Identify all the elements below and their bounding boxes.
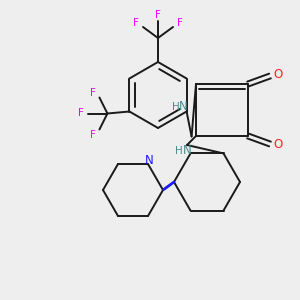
Text: H: H [172, 102, 180, 112]
Text: F: F [79, 109, 84, 118]
Text: N: N [178, 100, 187, 113]
Text: F: F [91, 88, 96, 98]
Text: F: F [177, 18, 183, 28]
Text: F: F [133, 18, 139, 28]
Text: N: N [145, 154, 153, 166]
Text: F: F [91, 130, 96, 140]
Text: N: N [183, 143, 191, 157]
Text: F: F [155, 10, 161, 20]
Text: O: O [273, 139, 283, 152]
Text: O: O [273, 68, 283, 82]
Text: H: H [175, 146, 183, 156]
